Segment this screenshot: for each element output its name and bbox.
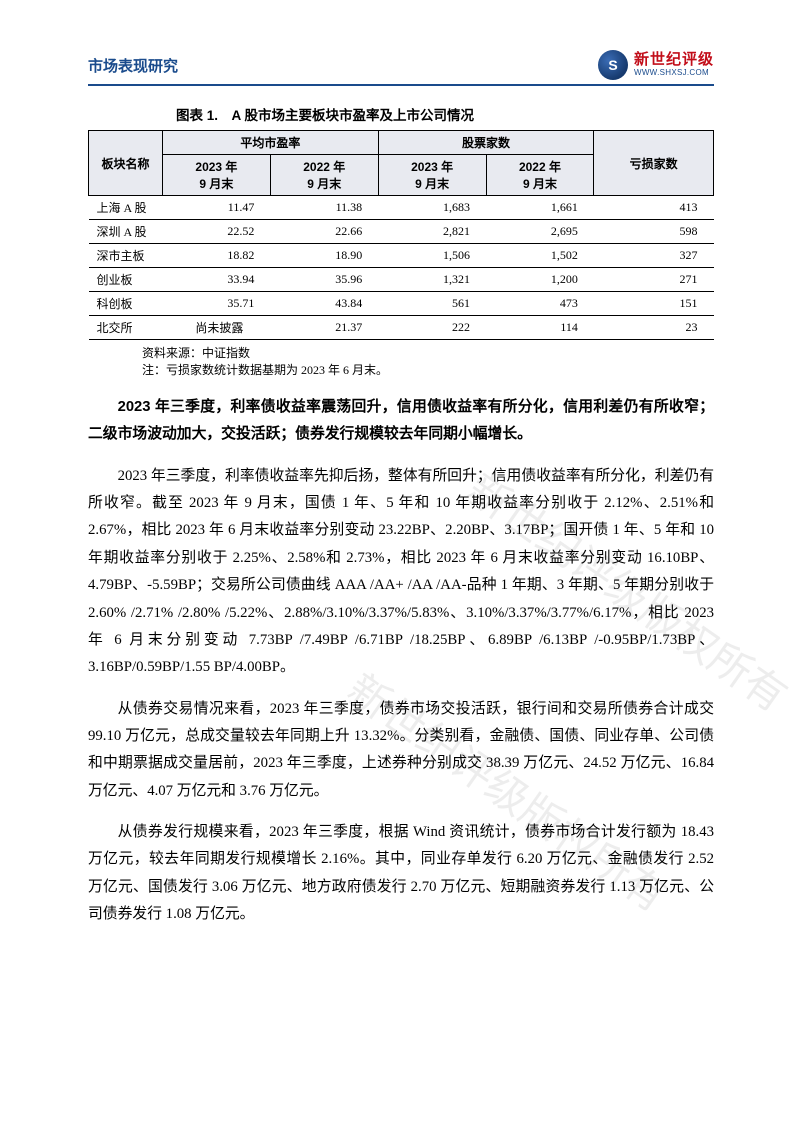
header-title: 市场表现研究	[88, 55, 178, 76]
paragraph-summary: 2023 年三季度，利率债收益率震荡回升，信用债收益率有所分化，信用利差仍有所收…	[88, 394, 714, 449]
logo-icon: S	[598, 50, 628, 80]
page-container: 市场表现研究 S 新世纪评级 WWW.SHXSJ.COM 图表 1. A 股市场…	[0, 0, 802, 982]
cell: 22.66	[270, 220, 378, 244]
cell: 22.52	[163, 220, 271, 244]
logo-en: WWW.SHXSJ.COM	[634, 69, 714, 78]
cell-name: 创业板	[89, 268, 163, 292]
cell: 1,200	[486, 268, 594, 292]
cell-name: 深市主板	[89, 244, 163, 268]
cell: 33.94	[163, 268, 271, 292]
cell: 21.37	[270, 316, 378, 340]
cell: 271	[594, 268, 714, 292]
cell: 1,661	[486, 196, 594, 220]
col-pe-2022: 2022 年9 月末	[270, 155, 378, 196]
cell: 1,683	[378, 196, 486, 220]
cell: 473	[486, 292, 594, 316]
data-source: 资料来源：中证指数	[88, 344, 714, 361]
table-row: 科创板 35.71 43.84 561 473 151	[89, 292, 714, 316]
table-row: 北交所 尚未披露 21.37 222 114 23	[89, 316, 714, 340]
cell-name: 深圳 A 股	[89, 220, 163, 244]
data-note: 注：亏损家数统计数据基期为 2023 年 6 月末。	[88, 361, 714, 378]
pe-table: 板块名称 平均市盈率 股票家数 亏损家数 2023 年9 月末 2022 年9 …	[88, 130, 714, 340]
paragraph: 从债券发行规模来看，2023 年三季度，根据 Wind 资讯统计，债券市场合计发…	[88, 819, 714, 928]
col-pe-2023: 2023 年9 月末	[163, 155, 271, 196]
logo-text: 新世纪评级 WWW.SHXSJ.COM	[634, 52, 714, 77]
table-row: 创业板 33.94 35.96 1,321 1,200 271	[89, 268, 714, 292]
cell-name: 北交所	[89, 316, 163, 340]
cell: 327	[594, 244, 714, 268]
cell: 18.82	[163, 244, 271, 268]
cell: 1,321	[378, 268, 486, 292]
brand-logo: S 新世纪评级 WWW.SHXSJ.COM	[598, 50, 714, 80]
table-row: 深圳 A 股 22.52 22.66 2,821 2,695 598	[89, 220, 714, 244]
cell: 18.90	[270, 244, 378, 268]
cell: 222	[378, 316, 486, 340]
table-row: 深市主板 18.82 18.90 1,506 1,502 327	[89, 244, 714, 268]
cell-name: 上海 A 股	[89, 196, 163, 220]
col-n-2022: 2022 年9 月末	[486, 155, 594, 196]
cell: 11.47	[163, 196, 271, 220]
cell: 23	[594, 316, 714, 340]
cell: 尚未披露	[163, 316, 271, 340]
logo-cn: 新世纪评级	[634, 52, 714, 69]
cell: 151	[594, 292, 714, 316]
cell: 43.84	[270, 292, 378, 316]
paragraph: 从债券交易情况来看，2023 年三季度，债券市场交投活跃，银行间和交易所债券合计…	[88, 696, 714, 805]
cell: 2,695	[486, 220, 594, 244]
cell: 561	[378, 292, 486, 316]
col-n-2023: 2023 年9 月末	[378, 155, 486, 196]
cell: 1,502	[486, 244, 594, 268]
figure-title: 图表 1. A 股市场主要板块市盈率及上市公司情况	[88, 104, 714, 124]
cell: 2,821	[378, 220, 486, 244]
table-row: 上海 A 股 11.47 11.38 1,683 1,661 413	[89, 196, 714, 220]
col-name: 板块名称	[89, 131, 163, 196]
page-header: 市场表现研究 S 新世纪评级 WWW.SHXSJ.COM	[88, 50, 714, 86]
cell: 35.96	[270, 268, 378, 292]
cell: 11.38	[270, 196, 378, 220]
col-loss: 亏损家数	[594, 131, 714, 196]
cell: 1,506	[378, 244, 486, 268]
col-group-count: 股票家数	[378, 131, 594, 155]
paragraph: 2023 年三季度，利率债收益率先抑后扬，整体有所回升；信用债收益率有所分化，利…	[88, 463, 714, 682]
cell: 413	[594, 196, 714, 220]
cell-name: 科创板	[89, 292, 163, 316]
col-group-pe: 平均市盈率	[163, 131, 379, 155]
cell: 114	[486, 316, 594, 340]
cell: 35.71	[163, 292, 271, 316]
cell: 598	[594, 220, 714, 244]
